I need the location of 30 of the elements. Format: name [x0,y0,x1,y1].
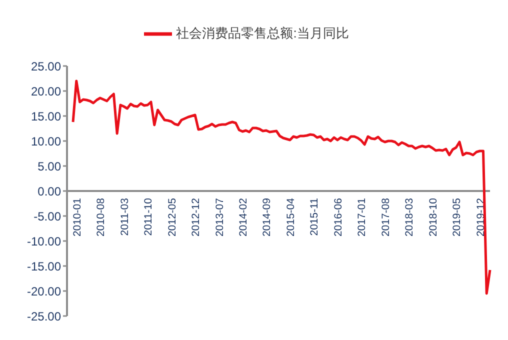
y-tick-label: 20.00 [30,84,62,98]
x-tick-label: 2010-08 [95,198,108,237]
y-tick-label: 5.00 [38,159,62,174]
x-tick-label: 2012-12 [190,198,202,237]
y-tick-label: -25.00 [26,309,62,324]
y-tick-label: 15.00 [30,109,62,124]
x-tick-label: 2011-03 [118,198,131,236]
line-series [72,80,492,295]
legend-label: 社会消费品零售总额:当月同比 [176,25,349,40]
x-tick-label: 2018-10 [427,198,440,237]
y-tick-label: -5.00 [34,209,62,224]
x-tick-label: 2014-02 [238,198,250,237]
x-tick-label: 2010-01 [71,198,84,237]
x-tick-label: 2014-09 [261,198,274,237]
y-tick-label: -15.00 [26,259,62,274]
x-tick-label: 2015-11 [308,198,321,236]
y-tick-label: 25.00 [30,59,62,74]
y-tick-label: -20.00 [26,284,62,298]
x-tick-label: 2019-05 [451,198,464,237]
x-tick-label: 2012-05 [166,198,178,237]
x-tick-label: 2017-08 [380,198,392,237]
x-tick-label: 2015-04 [284,198,297,237]
y-tick-label: 10.00 [30,134,62,148]
x-tick-label: 2011-10 [142,198,155,236]
x-tick-label: 2017-01 [356,198,368,237]
x-tick-label: 2016-06 [332,198,344,237]
x-tick-label: 2013-07 [214,198,226,237]
y-tick-label: 0.00 [38,184,62,198]
x-tick-label: 2018-03 [404,198,416,237]
y-tick-label: -10.00 [26,234,62,248]
